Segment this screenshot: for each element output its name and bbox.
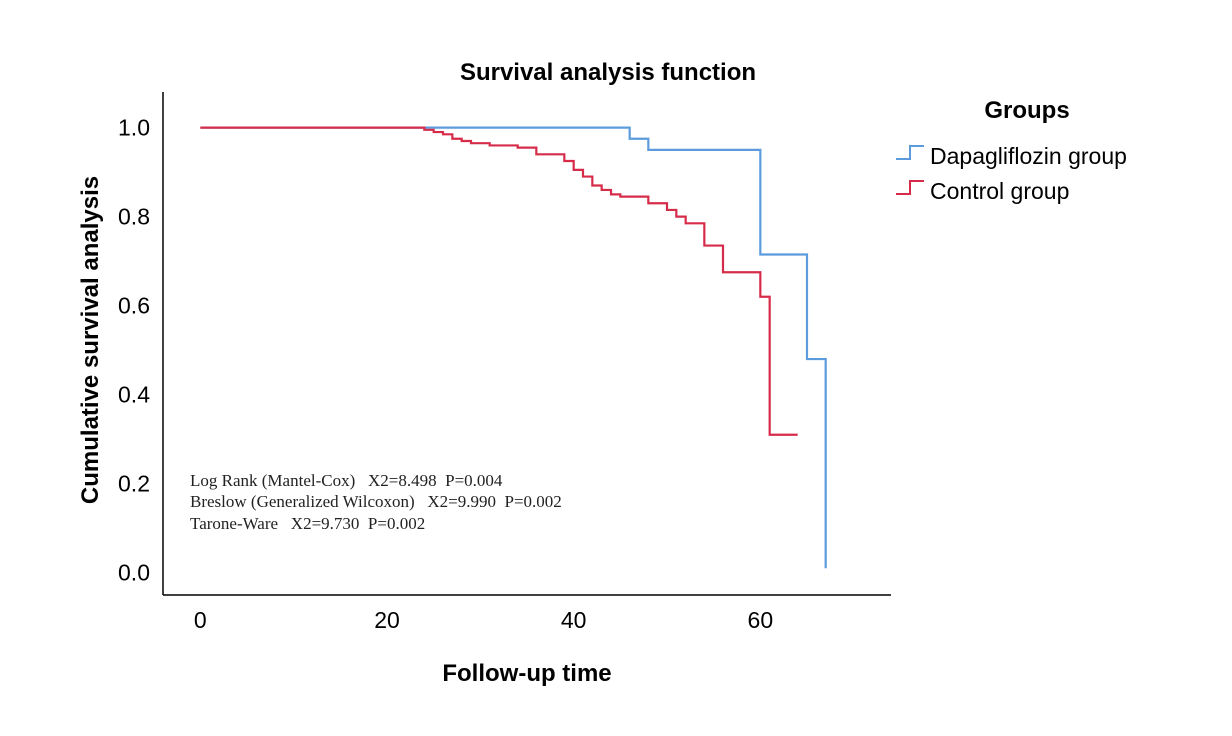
x-tick-label: 60: [748, 607, 774, 633]
legend-items: Dapagliflozin group Control group: [896, 143, 1127, 204]
y-tick-label: 1.0: [118, 115, 150, 141]
series-line-dapagliflozin-group: [200, 126, 827, 569]
y-axis-title: Cumulative survival analysis: [77, 176, 104, 504]
stats-breslow: Breslow (Generalized Wilcoxon) X2=9.990 …: [190, 492, 562, 511]
legend-label-control-group: Control group: [930, 178, 1069, 204]
x-tick-label: 20: [374, 607, 400, 633]
y-tick-label: 0.0: [118, 560, 150, 586]
legend-swatch-control-group: [896, 180, 924, 195]
x-axis-title: Follow-up time: [442, 660, 611, 687]
stats-log-rank: Log Rank (Mantel-Cox) X2=8.498 P=0.004: [190, 471, 503, 490]
series-layer: [200, 126, 827, 569]
legend-label-dapagliflozin-group: Dapagliflozin group: [930, 143, 1127, 169]
legend-swatch-dapagliflozin-group: [896, 145, 924, 160]
y-tick-label: 0.6: [118, 293, 150, 319]
y-tick-labels: 0.0 0.2 0.4 0.6 0.8 1.0: [118, 115, 150, 586]
legend: Groups Dapagliflozin group Control group: [896, 97, 1127, 204]
stats-tarone-ware: Tarone-Ware X2=9.730 P=0.002: [190, 514, 425, 533]
series-line-control-group: [200, 126, 798, 436]
stats-annotations: Log Rank (Mantel-Cox) X2=8.498 P=0.004 B…: [190, 471, 562, 533]
y-tick-label: 0.8: [118, 204, 150, 230]
x-tick-label: 40: [561, 607, 587, 633]
x-tick-labels: 0 20 40 60: [194, 607, 773, 633]
chart-title: Survival analysis function: [460, 59, 756, 86]
y-tick-label: 0.2: [118, 471, 150, 497]
x-tick-label: 0: [194, 607, 207, 633]
legend-title: Groups: [984, 97, 1069, 124]
y-tick-label: 0.4: [118, 382, 150, 408]
